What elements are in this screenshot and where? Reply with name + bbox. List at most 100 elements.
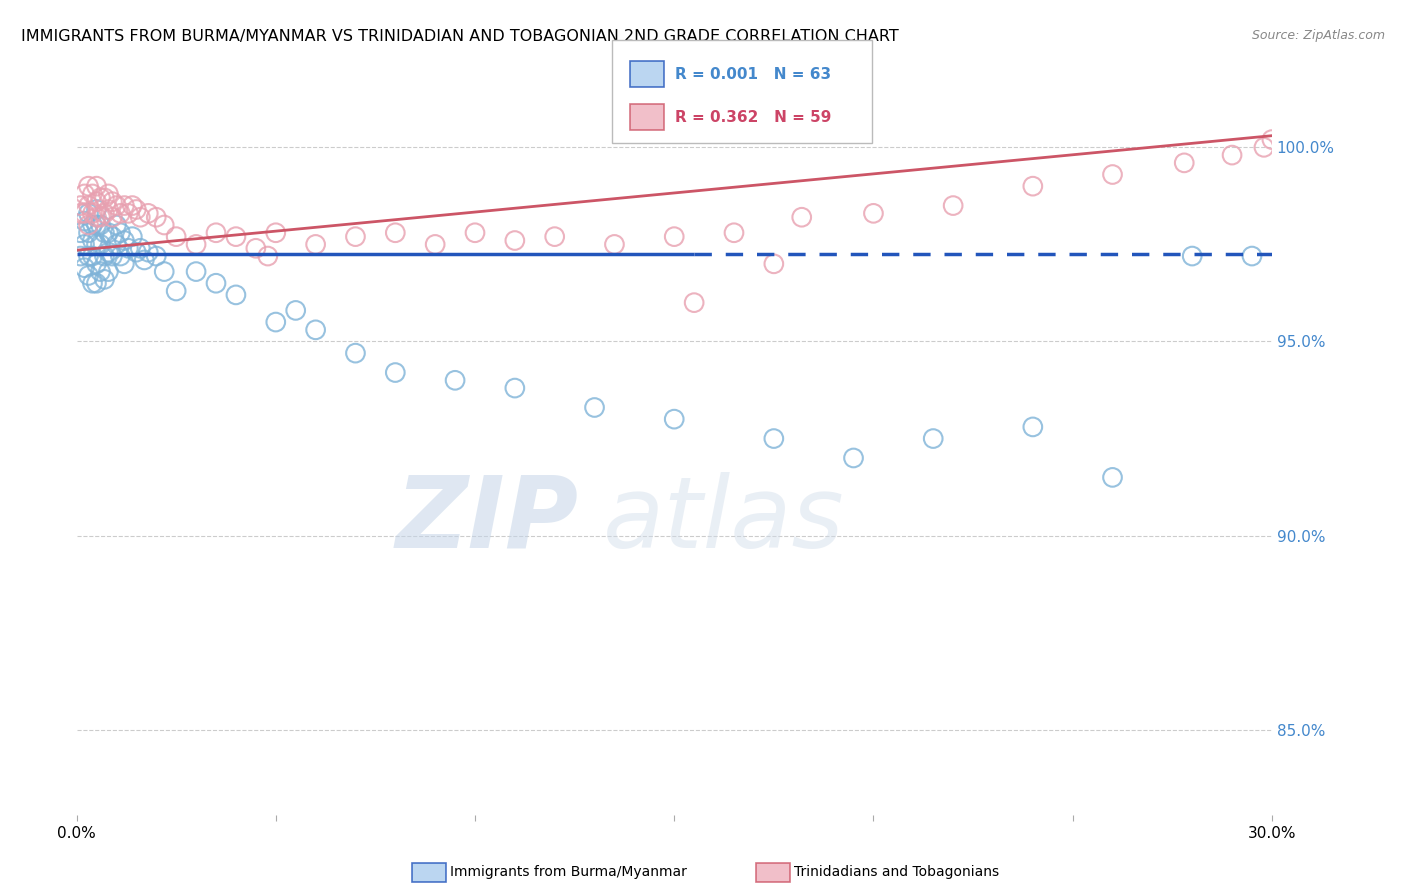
Point (97, 264, 120, 278)
Point (153, 218, 176, 232)
Y-axis label: 2nd Grade: 2nd Grade (0, 406, 7, 487)
Point (86, 194, 108, 209)
Point (73, 260, 96, 275)
Point (101, 249, 124, 263)
Point (1181, 249, 1204, 263)
Point (125, 202, 148, 217)
Point (82, 249, 104, 263)
Point (136, 206, 159, 220)
Point (89, 264, 111, 278)
Point (284, 303, 307, 318)
Text: Source: ZipAtlas.com: Source: ZipAtlas.com (1251, 29, 1385, 42)
Point (1220, 148, 1243, 162)
Text: R = 0.001   N = 63: R = 0.001 N = 63 (675, 67, 831, 82)
Text: ZIP: ZIP (395, 472, 579, 568)
Point (89, 237, 111, 252)
Point (77, 206, 100, 220)
Point (842, 450, 865, 465)
Point (184, 237, 207, 252)
Point (464, 226, 486, 240)
Point (922, 432, 945, 446)
Point (97, 202, 120, 217)
Point (86, 211, 108, 225)
Point (344, 346, 367, 360)
Point (93, 206, 115, 220)
Point (93, 272, 115, 286)
Point (225, 288, 247, 302)
Point (583, 401, 606, 415)
Point (264, 315, 287, 329)
Point (93, 226, 115, 240)
Point (117, 206, 139, 220)
Point (86, 179, 108, 194)
Point (77, 268, 100, 283)
Point (77, 198, 100, 212)
Point (110, 249, 132, 263)
Point (245, 241, 267, 255)
Point (86, 202, 108, 217)
Point (1022, 179, 1045, 194)
Point (723, 226, 745, 240)
Point (97, 245, 120, 260)
Point (165, 284, 187, 298)
Point (1261, 132, 1284, 146)
Point (264, 226, 287, 240)
Point (69, 206, 91, 220)
Point (69, 226, 91, 240)
Point (101, 211, 124, 225)
Point (136, 245, 159, 260)
Point (1101, 168, 1123, 182)
Point (82, 277, 104, 291)
Point (77, 226, 100, 240)
Point (165, 229, 187, 244)
Point (117, 241, 139, 255)
Point (121, 198, 143, 212)
Point (112, 234, 135, 248)
Point (93, 249, 115, 263)
Point (69, 249, 91, 263)
Point (77, 179, 100, 194)
Point (790, 211, 813, 225)
Point (121, 229, 143, 244)
Point (77, 249, 100, 263)
Point (942, 198, 965, 212)
Point (112, 257, 135, 271)
Point (762, 432, 785, 446)
Text: IMMIGRANTS FROM BURMA/MYANMAR VS TRINIDADIAN AND TOBAGONIAN 2ND GRADE CORRELATIO: IMMIGRANTS FROM BURMA/MYANMAR VS TRINIDA… (21, 29, 898, 44)
Point (73, 237, 96, 252)
Point (73, 206, 96, 220)
Point (425, 237, 447, 252)
Point (205, 226, 228, 240)
Text: Trinidadians and Tobagonians: Trinidadians and Tobagonians (794, 865, 1000, 880)
Text: R = 0.362   N = 59: R = 0.362 N = 59 (675, 110, 831, 125)
Point (683, 295, 706, 310)
Point (89, 191, 111, 205)
Point (205, 277, 228, 291)
Point (86, 277, 108, 291)
Point (304, 237, 326, 252)
Point (603, 237, 626, 252)
Point (82, 218, 104, 232)
Point (105, 218, 128, 232)
Point (503, 381, 526, 395)
Point (69, 198, 91, 212)
Point (304, 323, 326, 337)
Point (544, 229, 567, 244)
Point (105, 198, 128, 212)
Point (664, 412, 686, 426)
Point (1240, 249, 1263, 263)
Point (344, 229, 367, 244)
Point (1253, 140, 1275, 154)
Point (101, 229, 124, 244)
Point (82, 206, 104, 220)
Point (86, 237, 108, 252)
Point (384, 366, 406, 380)
Point (86, 257, 108, 271)
Text: atlas: atlas (603, 472, 844, 568)
Point (73, 214, 96, 228)
Point (97, 226, 120, 240)
Point (134, 252, 156, 267)
Point (153, 264, 176, 278)
Point (93, 191, 115, 205)
Point (1173, 156, 1195, 170)
